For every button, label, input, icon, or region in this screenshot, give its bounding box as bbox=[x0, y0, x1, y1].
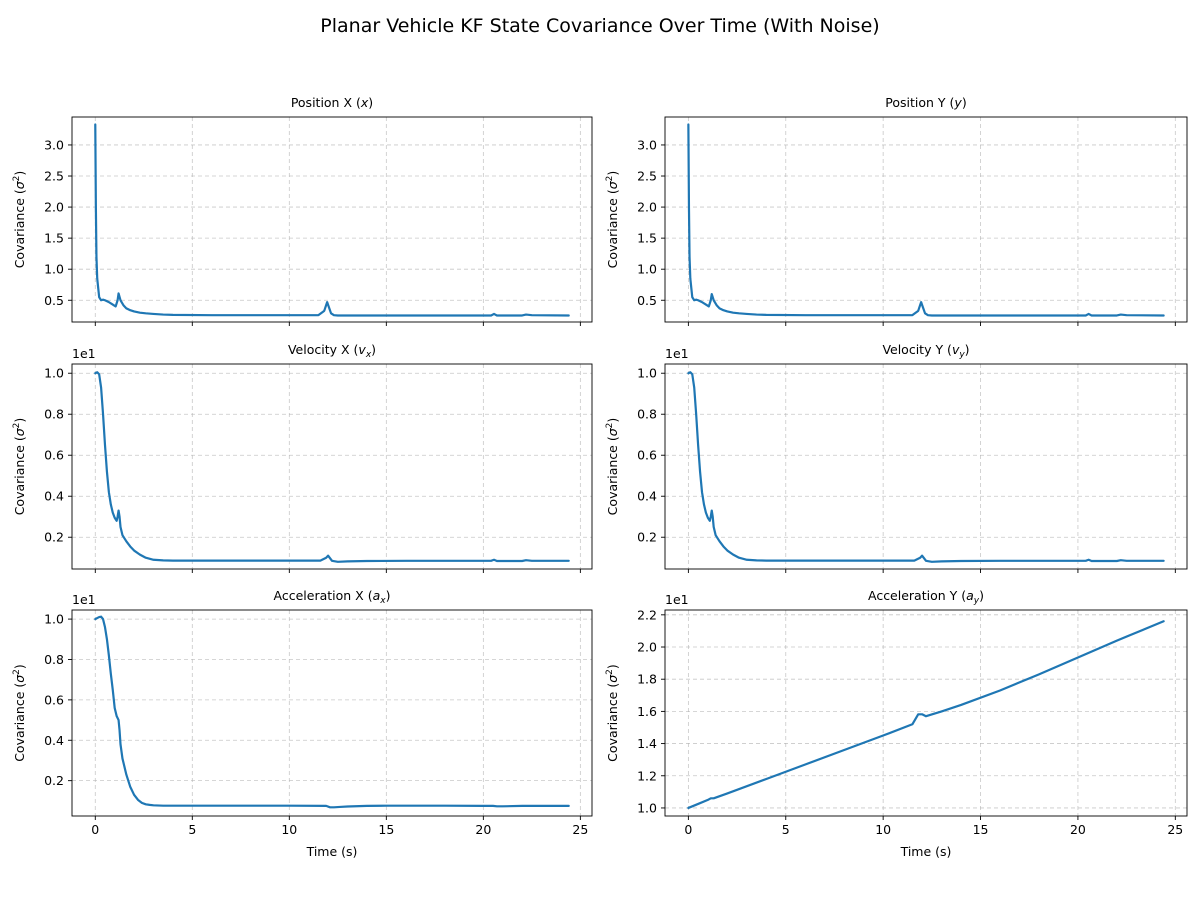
y-tick-label: 1.0 bbox=[44, 366, 64, 381]
y-tick-label: 0.8 bbox=[44, 652, 64, 667]
axes-frame bbox=[664, 609, 1188, 817]
x-axis-label: Time (s) bbox=[306, 844, 358, 859]
series-line bbox=[94, 123, 570, 317]
y-tick-label: 1.5 bbox=[44, 231, 64, 246]
offset-text: 1e1 bbox=[72, 592, 96, 607]
x-tick-label: 15 bbox=[973, 822, 989, 837]
y-tick-label: 1.8 bbox=[637, 672, 657, 687]
axes-frame bbox=[664, 116, 1188, 323]
axes-frame bbox=[71, 116, 593, 323]
subplot-4: 0.2 0.4 0.6 0.8 1.0 1e1 Velocity Y (vy) Covaria… bbox=[605, 342, 1188, 573]
y-tick-label: 1.4 bbox=[637, 736, 657, 751]
series-line bbox=[687, 123, 1165, 317]
x-tick-label: 0 bbox=[91, 822, 99, 837]
y-tick-label: 2.0 bbox=[637, 640, 657, 655]
x-tick-label: 20 bbox=[1070, 822, 1086, 837]
y-tick-label: 0.2 bbox=[637, 530, 657, 545]
offset-text: 1e1 bbox=[665, 592, 689, 607]
y-tick-label: 0.2 bbox=[44, 530, 64, 545]
y-tick-label: 3.0 bbox=[637, 137, 657, 152]
y-axis-label: Covariance (σ2) bbox=[12, 418, 27, 516]
y-tick-label: 0.6 bbox=[637, 448, 657, 463]
subplot-title: Velocity Y (vy) bbox=[882, 342, 969, 360]
y-tick-label: 2.5 bbox=[44, 169, 64, 184]
figure-title: Planar Vehicle KF State Covariance Over … bbox=[320, 15, 880, 37]
subplot-5: 0 5 10 15 20 25 0.2 0.4 0.6 0.8 1.0 1e1 Acceleration… bbox=[12, 588, 593, 859]
y-tick-label: 0.8 bbox=[637, 407, 657, 422]
x-tick-label: 25 bbox=[572, 822, 588, 837]
y-tick-label: 0.8 bbox=[44, 407, 64, 422]
subplot-3: 0.2 0.4 0.6 0.8 1.0 1e1 Velocity X (vx) Covaria… bbox=[12, 342, 593, 573]
offset-text: 1e1 bbox=[72, 346, 96, 361]
y-tick-label: 0.4 bbox=[44, 489, 64, 504]
y-tick-label: 2.0 bbox=[637, 200, 657, 215]
y-tick-label: 1.0 bbox=[637, 366, 657, 381]
axes-frame bbox=[664, 363, 1188, 570]
y-tick-label: 1.0 bbox=[637, 262, 657, 277]
series-line bbox=[687, 620, 1165, 810]
y-tick-label: 2.0 bbox=[44, 200, 64, 215]
y-tick-label: 2.5 bbox=[637, 169, 657, 184]
y-tick-label: 1.0 bbox=[44, 262, 64, 277]
y-tick-label: 2.2 bbox=[637, 607, 657, 622]
x-tick-label: 5 bbox=[188, 822, 196, 837]
x-tick-label: 5 bbox=[782, 822, 790, 837]
y-tick-label: 1.5 bbox=[637, 231, 657, 246]
x-axis-label: Time (s) bbox=[900, 844, 952, 859]
y-tick-label: 0.5 bbox=[637, 293, 657, 308]
x-tick-label: 0 bbox=[684, 822, 692, 837]
series-line bbox=[94, 615, 570, 809]
y-tick-label: 1.0 bbox=[637, 800, 657, 815]
offset-text: 1e1 bbox=[665, 346, 689, 361]
series-line bbox=[94, 371, 570, 563]
y-tick-label: 0.5 bbox=[44, 293, 64, 308]
subplot-title: Position X (x) bbox=[291, 95, 373, 110]
axes-frame bbox=[71, 363, 593, 570]
y-tick-label: 0.4 bbox=[44, 733, 64, 748]
axes-frame bbox=[71, 609, 593, 817]
x-tick-label: 10 bbox=[281, 822, 297, 837]
subplot-title: Position Y (y) bbox=[885, 95, 966, 110]
subplot-title: Acceleration Y (ay) bbox=[868, 588, 984, 606]
x-tick-label: 20 bbox=[475, 822, 491, 837]
y-tick-label: 0.2 bbox=[44, 773, 64, 788]
y-axis-label: Covariance (σ2) bbox=[605, 171, 620, 269]
y-axis-label: Covariance (σ2) bbox=[605, 664, 620, 762]
subplot-6: 0 5 10 15 20 25 1.0 1.2 1.4 1.6 1.8 2.0 2.2 1e1 Accele… bbox=[605, 588, 1188, 859]
y-tick-label: 1.0 bbox=[44, 612, 64, 627]
subplot-2: 0.5 1.0 1.5 2.0 2.5 3.0 Position Y (y) Covarian… bbox=[605, 95, 1188, 326]
y-tick-label: 0.4 bbox=[637, 489, 657, 504]
y-axis-label: Covariance (σ2) bbox=[605, 418, 620, 516]
subplot-title: Velocity X (vx) bbox=[288, 342, 376, 360]
series-line bbox=[687, 371, 1165, 563]
y-tick-label: 0.6 bbox=[44, 692, 64, 707]
y-tick-label: 3.0 bbox=[44, 137, 64, 152]
x-tick-label: 25 bbox=[1167, 822, 1183, 837]
y-axis-label: Covariance (σ2) bbox=[12, 664, 27, 762]
subplot-title: Acceleration X (ax) bbox=[274, 588, 391, 606]
y-tick-label: 1.2 bbox=[637, 768, 657, 783]
y-tick-label: 0.6 bbox=[44, 448, 64, 463]
y-axis-label: Covariance (σ2) bbox=[12, 171, 27, 269]
y-tick-label: 1.6 bbox=[637, 704, 657, 719]
x-tick-label: 15 bbox=[378, 822, 394, 837]
subplot-1: 0.5 1.0 1.5 2.0 2.5 3.0 Position X (x) Covarian… bbox=[12, 95, 593, 326]
x-tick-label: 10 bbox=[875, 822, 891, 837]
